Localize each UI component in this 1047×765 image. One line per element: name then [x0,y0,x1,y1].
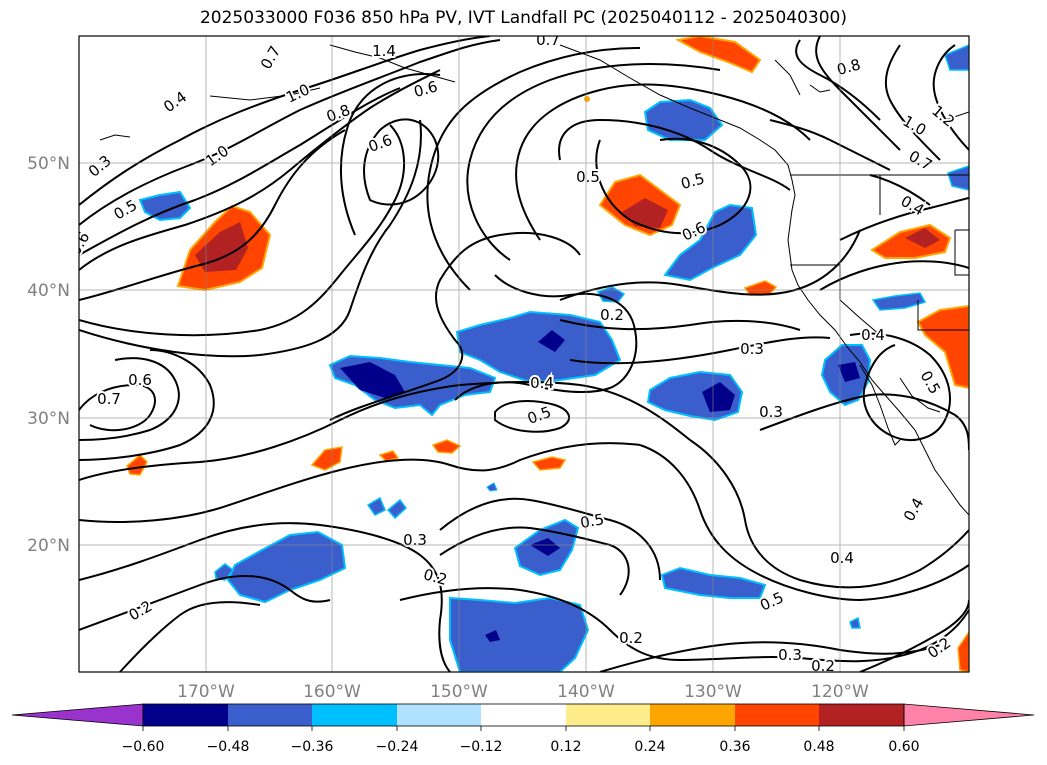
colorbar-tick-label: 0.48 [803,739,834,755]
colorbar-swatch [481,704,566,726]
contour-label: 0.6 [128,371,152,389]
contour-label: 0.7 [536,31,560,49]
colorbar-tick-label: −0.48 [207,739,250,755]
colorbar: −0.60 −0.48 −0.36 −0.24 −0.12 0.12 0.24 … [11,703,1035,755]
lon-label: 170°W [177,682,235,702]
lat-label: 50°N [27,154,70,174]
colorbar-tick-label: 0.60 [888,739,919,755]
colorbar-tick-label: 0.36 [719,739,750,755]
colorbar-swatch [566,704,650,726]
colorbar-swatch [228,704,312,726]
contour-label: 0.3 [740,340,764,358]
positive-anomaly-regions [126,36,969,672]
contour-label: 0.3 [403,531,427,549]
colorbar-tick-label: −0.24 [376,739,419,755]
contour-label: 0.5 [576,168,600,186]
colorbar-swatch [735,704,819,726]
colorbar-tick-label: −0.36 [291,739,334,755]
lon-label: 140°W [557,682,615,702]
colorbar-swatch [312,704,397,726]
map-plot-area: 1.4 0.7 0.4 1.0 0.8 0.6 0.3 1.0 0.5 0.6 … [79,31,969,675]
lat-label: 20°N [27,536,70,556]
latitude-labels: 50°N 40°N 30°N 20°N [27,154,70,556]
map-frame [78,35,970,673]
contour-label: 0.2 [811,657,835,675]
lon-label: 120°W [811,682,869,702]
lat-label: 40°N [27,281,70,301]
lon-label: 130°W [684,682,742,702]
colorbar-swatch [819,704,904,726]
contour-label: 0.4 [530,374,554,392]
colorbar-extend-low [11,703,144,727]
colorbar-extend-high [903,703,1035,727]
colorbar-tick-label: 0.24 [634,739,665,755]
pv-contours [79,36,969,672]
colorbar-tick-label: 0.12 [550,739,581,755]
lon-label: 160°W [303,682,361,702]
contour-label: 0.4 [830,549,854,567]
contour-label: 0.2 [600,306,624,324]
coastlines [99,44,969,516]
contour-label: 0.3 [778,646,802,664]
colorbar-swatch [397,704,481,726]
colorbar-swatch [143,704,228,726]
longitude-labels: 170°W 160°W 150°W 140°W 130°W 120°W [177,682,869,702]
colorbar-swatch [650,704,735,726]
contour-label: 0.7 [97,390,121,408]
lat-label: 30°N [27,409,70,429]
contour-label: 0.2 [619,629,643,647]
gridlines [79,36,969,672]
contour-label: 0.4 [861,326,885,344]
negative-anomaly-regions [138,44,969,672]
colorbar-tick-label: −0.60 [122,739,165,755]
colorbar-tick-label: −0.12 [460,739,503,755]
contour-label: 1.4 [372,42,396,60]
map-title: 2025033000 F036 850 hPa PV, IVT Landfall… [199,8,847,28]
lon-label: 150°W [430,682,488,702]
